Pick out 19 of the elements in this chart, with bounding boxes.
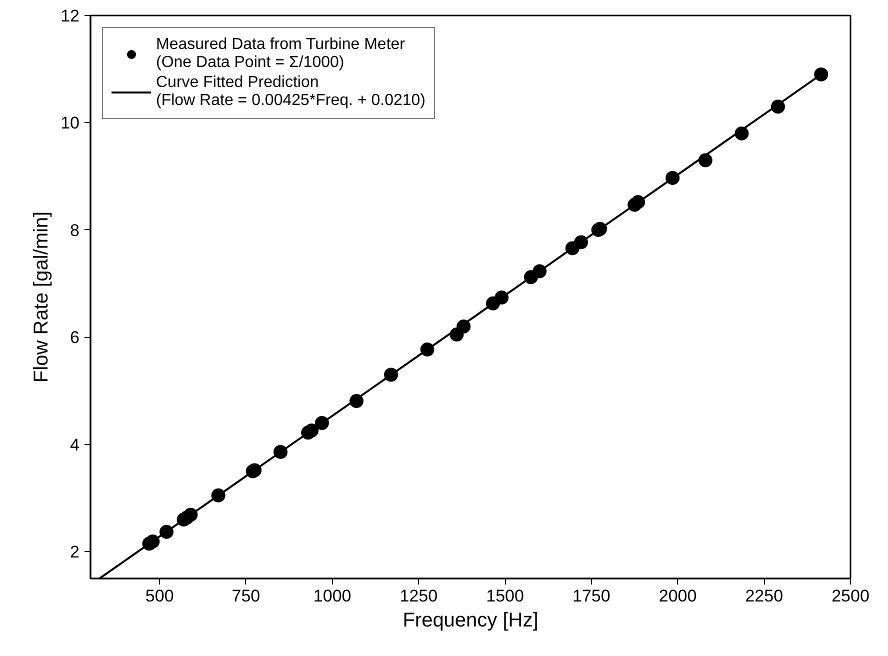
x-tick-label: 750: [232, 586, 260, 606]
x-axis-title: Frequency [Hz]: [402, 610, 538, 632]
x-tick-label: 1500: [486, 586, 524, 606]
y-axis-title: Flow Rate [gal/min]: [30, 211, 53, 383]
y-tick-label: 2: [70, 542, 80, 562]
x-tick-label: 1250: [400, 586, 438, 606]
y-tick-label: 4: [70, 435, 80, 454]
y-tick-label: 10: [60, 114, 80, 133]
x-tick-label: 1000: [313, 586, 352, 606]
x-tick-label: 2000: [658, 586, 697, 606]
x-tick-label: 2500: [832, 586, 870, 606]
legend-label: Curve Fitted Prediction (Flow Rate = 0.00425*Freq. + 0.0210): [156, 74, 426, 110]
x-tick-label: 1750: [572, 586, 610, 606]
y-tick-label: 8: [70, 220, 80, 240]
y-tick-label: 6: [70, 328, 80, 348]
legend-label: Measured Data from Turbine Meter (One Data Point = Σ/1000): [156, 36, 405, 72]
x-tick-label: 2250: [745, 586, 784, 606]
x-tick-label: 500: [145, 586, 174, 606]
y-tick-label: 12: [60, 6, 80, 26]
